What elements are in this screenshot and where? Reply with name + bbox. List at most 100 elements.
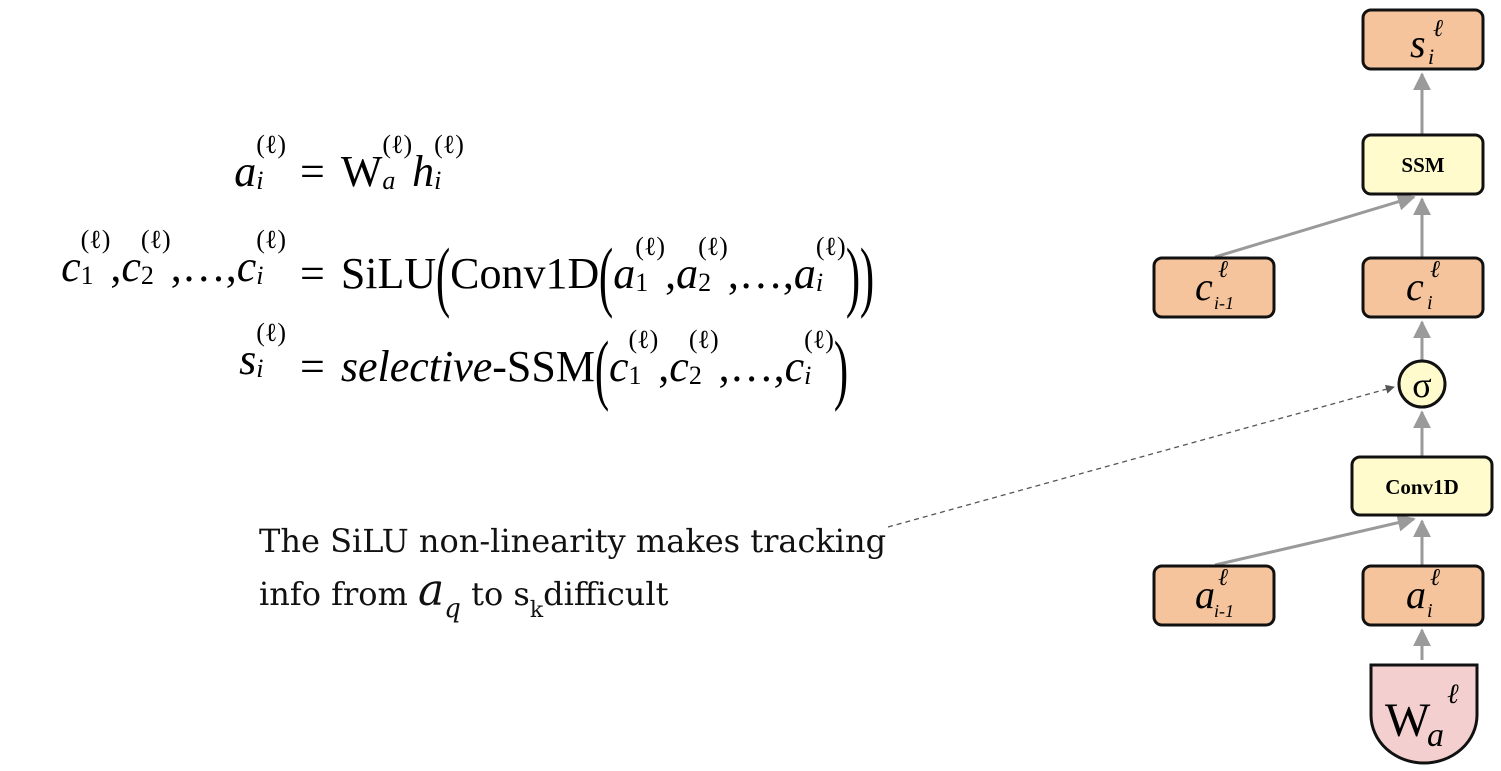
annotation-line-1: The SiLU non-linearity makes tracking — [259, 522, 887, 560]
node-ssm-label: SSM — [1401, 153, 1444, 177]
ellipsis: … — [729, 342, 774, 391]
node-conv1d: Conv1D — [1350, 455, 1494, 517]
subscript: i — [815, 267, 824, 297]
comma: , — [665, 249, 677, 298]
symbol-c: c — [61, 242, 81, 292]
node-a-cur-base: a — [1406, 572, 1426, 617]
node-c-prev-sub: i-1 — [1214, 293, 1234, 313]
node-c-cur-sup: ℓ — [1430, 257, 1440, 283]
silu-function: SiLU — [340, 249, 437, 298]
node-s-base: s — [1410, 21, 1426, 66]
subscript: i — [256, 354, 264, 383]
paren-open: ( — [594, 325, 610, 412]
equation-a-lhs: a (ℓ) i — [234, 132, 286, 202]
superscript: (ℓ) — [256, 130, 286, 159]
symbol-W: W — [340, 147, 383, 197]
superscript: (ℓ) — [434, 130, 464, 159]
annotation-to: to — [471, 575, 504, 613]
subscript: 1 — [80, 261, 94, 290]
node-s-box — [1361, 8, 1485, 71]
annotation-arrow — [887, 384, 1395, 528]
subscript: i — [256, 261, 264, 290]
symbol-c: c — [669, 342, 689, 391]
node-w: W ℓ a — [1369, 663, 1479, 765]
comma: , — [773, 342, 785, 391]
superscript: (ℓ) — [382, 130, 413, 159]
superscript: (ℓ) — [140, 225, 171, 254]
node-a-prev: a ℓ i-1 — [1152, 564, 1276, 627]
comma: , — [170, 242, 182, 292]
conv1d-function: Conv1D — [450, 249, 600, 298]
paren-close: ) — [833, 325, 849, 412]
symbol-a: a — [676, 249, 699, 298]
comma: , — [782, 249, 794, 298]
subscript: i — [256, 166, 264, 195]
node-ssm: SSM — [1361, 133, 1485, 196]
node-c-prev-base: c — [1195, 264, 1213, 309]
node-w-sup: ℓ — [1447, 679, 1459, 710]
paren-close: ) — [859, 232, 874, 319]
annotation-s-sub: k — [529, 598, 544, 623]
equals-sign: = — [300, 342, 325, 391]
equation-s-lhs: s (ℓ) i — [239, 320, 286, 390]
node-sigma: σ — [1397, 359, 1447, 409]
superscript: (ℓ) — [688, 324, 719, 354]
ssm-word: -SSM — [492, 342, 595, 391]
equation-c-rhs: = SiLU(Conv1D(a (ℓ) 1 ,a (ℓ) 2 ,…,a (ℓ) i)) — [300, 232, 874, 319]
equation-c-lhs: c (ℓ) 1 ,c (ℓ) 2 ,…,c (ℓ) i — [61, 227, 286, 297]
comma: , — [225, 242, 237, 292]
superscript: (ℓ) — [698, 231, 728, 261]
equals-sign: = — [300, 249, 325, 298]
symbol-a: a — [613, 249, 636, 298]
ellipsis: … — [181, 242, 226, 292]
subscript: i — [434, 166, 442, 195]
flow-arrows — [1214, 72, 1431, 660]
node-w-sub: a — [1427, 717, 1444, 754]
equation-a-rhs: = W (ℓ) a h (ℓ) i — [300, 132, 464, 202]
symbol-a: a — [793, 249, 816, 298]
node-a-cur-sup: ℓ — [1430, 565, 1440, 591]
node-c-prev-sup: ℓ — [1218, 257, 1228, 283]
node-a-prev-sup: ℓ — [1218, 565, 1228, 591]
comma: , — [718, 342, 730, 391]
annotation-s: s — [513, 575, 530, 613]
symbol-c: c — [236, 242, 257, 292]
node-conv1d-box — [1350, 455, 1494, 517]
node-s-sup: ℓ — [1433, 16, 1443, 42]
symbol-a: a — [234, 147, 257, 197]
node-a-cur-sub: i — [1427, 600, 1433, 622]
node-a-cur-box — [1361, 564, 1485, 627]
comma: , — [110, 242, 122, 292]
symbol-c: c — [121, 242, 141, 292]
subscript: a — [382, 166, 396, 195]
equation-s-rhs: = selective-SSM(c (ℓ) 1 ,c (ℓ) 2 ,…,c (ℓ) i) — [300, 325, 849, 412]
comma: , — [727, 249, 739, 298]
subscript: 2 — [698, 267, 712, 297]
node-w-base: W — [1385, 694, 1431, 747]
annotation-suffix: difficult — [543, 575, 669, 613]
superscript: (ℓ) — [256, 225, 286, 254]
annotation-a: a — [418, 565, 445, 616]
node-a-prev-base: a — [1195, 572, 1215, 617]
symbol-h: h — [412, 147, 435, 197]
superscript: (ℓ) — [635, 231, 666, 261]
subscript: 2 — [140, 261, 154, 290]
node-ssm-box — [1361, 133, 1485, 196]
node-c-prev-box — [1152, 256, 1276, 319]
subscript: 2 — [688, 360, 702, 390]
paren-open: ( — [436, 232, 451, 319]
equals-sign: = — [300, 147, 325, 197]
superscript: (ℓ) — [80, 225, 111, 254]
annotation-a-sub: q — [444, 594, 461, 624]
subscript: 1 — [628, 360, 642, 390]
arrow-cprev-to-ssm — [1214, 193, 1416, 259]
subscript: i — [804, 360, 812, 390]
node-c-prev: c ℓ i-1 — [1152, 256, 1276, 319]
annotation-text: The SiLU non-linearity makes tracking in… — [259, 516, 887, 622]
symbol-s: s — [239, 335, 257, 385]
ellipsis: … — [738, 249, 783, 298]
symbol-c: c — [784, 342, 805, 391]
superscript: (ℓ) — [256, 318, 286, 347]
paren-open: ( — [599, 232, 614, 319]
